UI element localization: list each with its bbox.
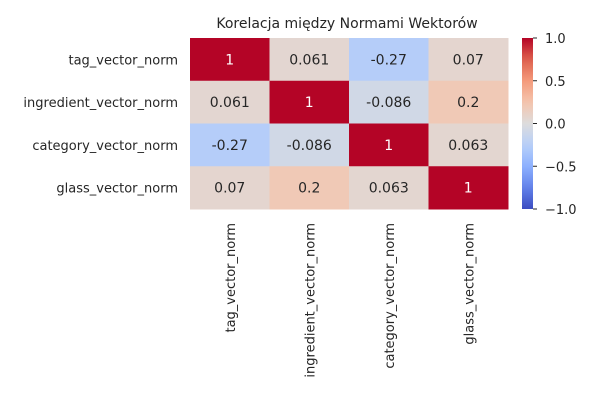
cell-value-label: 1: [384, 138, 393, 154]
colorbar: [522, 38, 533, 209]
colorbar-tick-label: 0.5: [545, 75, 566, 90]
cell-value-label: -0.086: [366, 95, 411, 111]
heatmap-cell: [269, 123, 350, 167]
colorbar-tick-label: −1.0: [545, 203, 577, 218]
colorbar-tick-label: 0.0: [545, 118, 566, 133]
column-tick-label: glass_vector_norm: [462, 223, 477, 345]
column-tick-label: category_vector_norm: [383, 223, 398, 369]
heatmap-cell: [349, 166, 429, 210]
colorbar-ticks: 1.0 0.5 0.0 −0.5 −1.0: [533, 32, 577, 218]
heatmap-cell: [349, 123, 429, 167]
cell-value-label: -0.27: [212, 138, 248, 154]
column-labels: tag_vector_norm ingredient_vector_norm cat…: [224, 223, 478, 378]
heatmap-cell: [190, 80, 270, 124]
column-tick-label: tag_vector_norm: [224, 223, 239, 333]
cell-value-label: 0.063: [448, 138, 488, 154]
cell-value-label: 0.07: [214, 181, 245, 197]
row-tick-label: category_vector_norm: [32, 139, 178, 154]
heatmap-cell: [190, 123, 270, 167]
row-tick-label: glass_vector_norm: [56, 182, 178, 197]
heatmap-cell: [428, 38, 509, 82]
row-tick-label: tag_vector_norm: [68, 53, 178, 68]
heatmap-cell: [269, 38, 350, 82]
row-labels: tag_vector_norm ingredient_vector_normcat…: [23, 53, 178, 196]
cell-value-label: 0.061: [210, 95, 250, 111]
cell-value-label: 0.063: [369, 181, 409, 197]
heatmap-cell: [349, 80, 429, 124]
heatmap-cell: [269, 166, 350, 210]
heatmap-cell: [190, 166, 270, 210]
heatmap-cell: [428, 123, 509, 167]
heatmap-cell: [428, 166, 509, 210]
cell-value-label: 0.07: [453, 52, 484, 68]
cell-value-label: -0.086: [287, 138, 332, 154]
cell-value-label: 0.061: [289, 52, 329, 68]
cell-value-label: 1: [464, 181, 473, 197]
heatmap-cell: [190, 38, 270, 82]
heatmap-cell: [349, 38, 429, 82]
heatmap-cells: 1 0.061 -0.27 0.07 0.061 1 -0.086 0.2 -0.27 -0.08…: [190, 38, 509, 210]
colorbar-tick-label: 1.0: [545, 32, 566, 47]
row-tick-label: ingredient_vector_norm: [23, 96, 178, 111]
chart-title: Korelacja między Normami Wektorów: [216, 16, 477, 32]
colorbar-tick-label: −0.5: [545, 160, 577, 175]
cell-value-label: 1: [225, 52, 234, 68]
cell-value-label: -0.27: [371, 52, 407, 68]
cell-value-label: 0.2: [298, 181, 320, 197]
column-tick-label: ingredient_vector_norm: [303, 223, 318, 378]
heatmap-cell: [269, 80, 350, 124]
cell-value-label: 1: [305, 95, 314, 111]
heatmap-cell: [428, 80, 509, 124]
cell-value-label: 0.2: [457, 95, 479, 111]
